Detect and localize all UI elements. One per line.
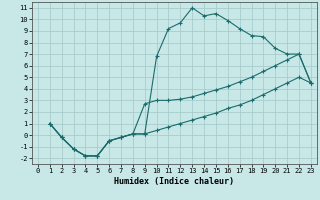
X-axis label: Humidex (Indice chaleur): Humidex (Indice chaleur) bbox=[115, 177, 234, 186]
